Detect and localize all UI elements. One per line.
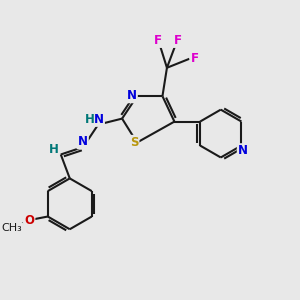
Text: O: O — [24, 214, 34, 226]
Text: N: N — [78, 135, 88, 148]
Text: S: S — [130, 136, 138, 149]
Text: N: N — [127, 89, 137, 102]
Text: N: N — [94, 113, 104, 126]
Text: F: F — [154, 34, 162, 47]
Text: H: H — [49, 142, 59, 156]
Text: F: F — [173, 34, 181, 47]
Text: N: N — [238, 144, 248, 158]
Text: F: F — [191, 52, 199, 65]
Text: H: H — [85, 113, 95, 126]
Text: CH₃: CH₃ — [2, 224, 22, 233]
